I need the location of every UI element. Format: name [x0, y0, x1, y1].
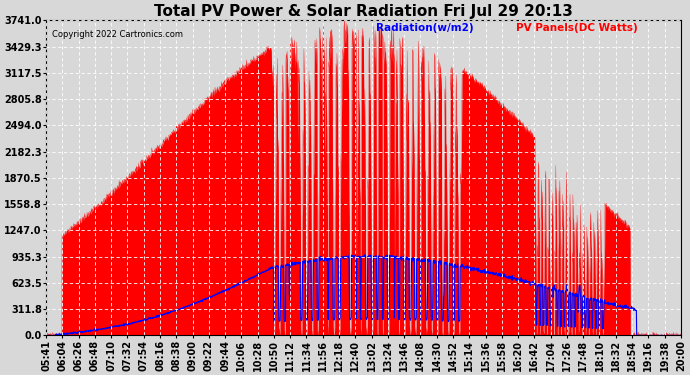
Text: Copyright 2022 Cartronics.com: Copyright 2022 Cartronics.com — [52, 30, 184, 39]
Text: Radiation(w/m2): Radiation(w/m2) — [376, 24, 474, 33]
Text: PV Panels(DC Watts): PV Panels(DC Watts) — [516, 24, 638, 33]
Title: Total PV Power & Solar Radiation Fri Jul 29 20:13: Total PV Power & Solar Radiation Fri Jul… — [154, 4, 573, 19]
